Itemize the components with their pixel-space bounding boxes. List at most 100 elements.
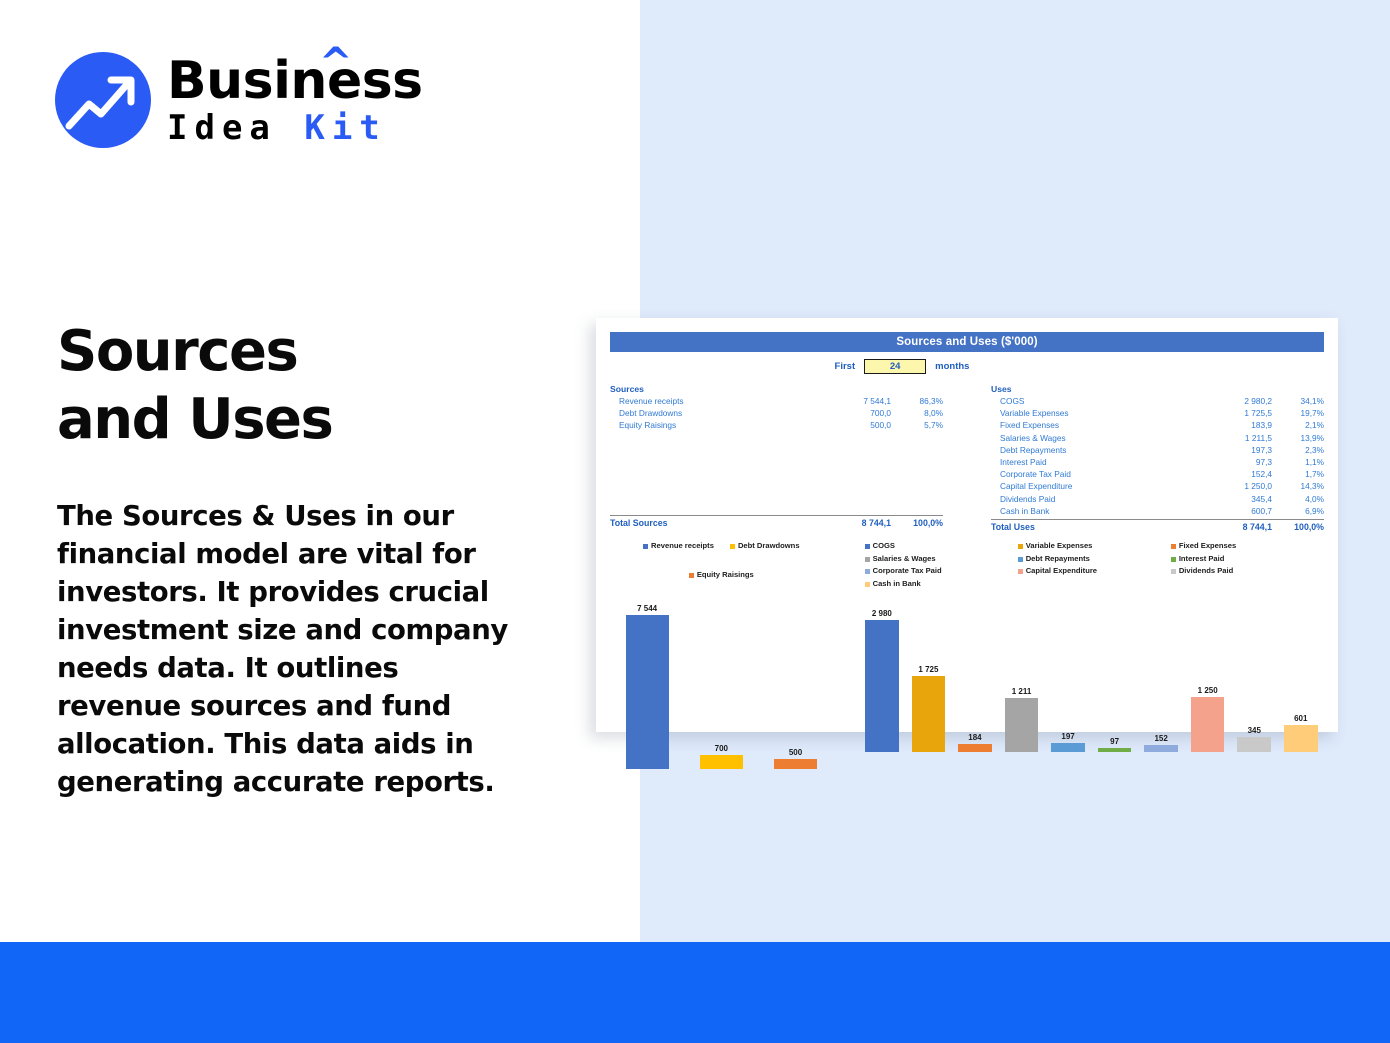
total-percent: 100,0% bbox=[1294, 521, 1324, 532]
sources-chart-legend: Revenue receipts Debt Drawdowns Equity Rai… bbox=[610, 540, 833, 582]
row-percent: 5,7% bbox=[924, 420, 943, 431]
row-percent: 2,1% bbox=[1305, 420, 1324, 431]
growth-arrow-icon bbox=[55, 52, 151, 148]
uses-chart-plot: 2 980 1 725 184 1 211 197 97 152 1 250 345 601 bbox=[859, 597, 1324, 752]
brand-wordmark: Business ^ Idea Kit bbox=[167, 43, 423, 148]
bar-value-label: 2 980 bbox=[871, 609, 892, 619]
legend-item: Debt Repayments bbox=[1017, 553, 1171, 566]
row-percent: 34,1% bbox=[1300, 396, 1324, 406]
months-input[interactable]: 24 bbox=[864, 359, 927, 374]
bar-value-label: 197 bbox=[1061, 732, 1075, 742]
row-label: Debt Drawdowns bbox=[619, 408, 683, 419]
legend-item: Variable Expenses bbox=[1017, 540, 1171, 553]
legend-swatch-icon bbox=[864, 556, 870, 562]
bar-value-label: 97 bbox=[1110, 736, 1120, 746]
bar-value-label: 152 bbox=[1154, 734, 1168, 744]
row-value: 197,3 bbox=[1251, 444, 1272, 455]
legend-swatch-icon bbox=[1017, 569, 1023, 575]
row-percent: 13,9% bbox=[1300, 432, 1324, 443]
bar-value-label: 700 bbox=[714, 744, 728, 754]
bar-value-label: 601 bbox=[1294, 714, 1308, 724]
legend-label: Equity Raisings bbox=[696, 569, 754, 579]
sources-table: Sources Revenue receipts 7 544,1 86,3% D… bbox=[610, 384, 943, 532]
bar bbox=[1284, 725, 1318, 752]
legend-label: Capital Expenditure bbox=[1025, 566, 1098, 576]
legend-item: COGS bbox=[864, 540, 1018, 553]
legend-label: Variable Expenses bbox=[1025, 540, 1093, 550]
brand-logo: Business ^ Idea Kit bbox=[55, 43, 423, 148]
legend-item: Equity Raisings bbox=[688, 569, 754, 582]
charts-area: Revenue receipts Debt Drawdowns Equity Rai… bbox=[610, 540, 1324, 770]
total-percent: 100,0% bbox=[913, 518, 943, 528]
table-row: Corporate Tax Paid 152,4 1,7% bbox=[991, 468, 1324, 480]
legend-label: COGS bbox=[872, 540, 895, 550]
brand-name-secondary-dark: Idea bbox=[167, 108, 305, 148]
bar bbox=[911, 675, 946, 752]
sources-chart: Revenue receipts Debt Drawdowns Equity Rai… bbox=[610, 540, 833, 770]
legend-label: Salaries & Wages bbox=[872, 553, 936, 563]
row-value: 1 250,0 bbox=[1244, 481, 1272, 492]
bar bbox=[865, 620, 899, 752]
bar-group: 97 bbox=[1091, 597, 1138, 752]
legend-label: Debt Drawdowns bbox=[737, 540, 800, 550]
legend-item: Cash in Bank bbox=[864, 578, 1018, 591]
bar-group: 184 bbox=[952, 597, 999, 752]
bar bbox=[1190, 696, 1225, 752]
period-prefix-label: First bbox=[834, 361, 856, 372]
summary-tables: Sources Revenue receipts 7 544,1 86,3% D… bbox=[610, 384, 1324, 532]
legend-swatch-icon bbox=[729, 543, 735, 549]
bar bbox=[773, 759, 818, 770]
legend-item: Interest Paid bbox=[1170, 553, 1324, 566]
bar bbox=[1004, 698, 1039, 752]
table-row: COGS 2 980,2 34,1% bbox=[991, 395, 1324, 407]
row-percent: 2,3% bbox=[1305, 444, 1324, 455]
legend-item: Revenue receipts bbox=[643, 540, 714, 553]
legend-swatch-icon bbox=[1017, 543, 1023, 549]
bar-value-label: 1 725 bbox=[918, 664, 939, 674]
row-percent: 14,3% bbox=[1300, 481, 1324, 492]
period-selector-row: First 24 months bbox=[610, 359, 1324, 374]
legend-label: Revenue receipts bbox=[651, 540, 714, 550]
row-value: 97,3 bbox=[1255, 456, 1272, 467]
row-percent: 4,0% bbox=[1305, 493, 1324, 504]
row-label: Corporate Tax Paid bbox=[1000, 469, 1071, 480]
table-row: Fixed Expenses 183,9 2,1% bbox=[991, 419, 1324, 431]
bar bbox=[699, 755, 743, 770]
bar bbox=[1097, 747, 1132, 752]
brand-name-primary: Business ^ bbox=[167, 43, 423, 107]
legend-label: Interest Paid bbox=[1178, 553, 1225, 563]
sheet-title-bar: Sources and Uses ($'000) bbox=[610, 332, 1324, 352]
row-label: COGS bbox=[1000, 396, 1025, 406]
bar-group: 7 544 bbox=[610, 593, 684, 770]
bar-group: 345 bbox=[1231, 597, 1278, 752]
uses-table-header: Uses bbox=[991, 384, 1012, 394]
table-row: Interest Paid 97,3 1,1% bbox=[991, 456, 1324, 468]
uses-chart: COGS Variable Expenses Fixed Expenses Salar… bbox=[859, 540, 1324, 770]
row-label: Cash in Bank bbox=[1000, 505, 1050, 516]
row-percent: 86,3% bbox=[919, 396, 943, 406]
bar bbox=[958, 743, 992, 752]
legend-label: Dividends Paid bbox=[1178, 566, 1234, 576]
legend-swatch-icon bbox=[864, 543, 870, 549]
bar-group: 1 250 bbox=[1184, 597, 1231, 752]
brand-name-secondary-accent: Kit bbox=[304, 108, 387, 148]
bar-group: 152 bbox=[1138, 597, 1185, 752]
bar bbox=[1237, 736, 1271, 752]
bar bbox=[1144, 745, 1178, 752]
table-row: Capital Expenditure 1 250,0 14,3% bbox=[991, 480, 1324, 492]
sources-total-row: Total Sources 8 744,1 100,0% bbox=[610, 515, 943, 528]
row-label: Revenue receipts bbox=[619, 396, 684, 406]
bar-value-label: 7 544 bbox=[637, 603, 658, 613]
sources-chart-plot: 7 544 700 500 bbox=[610, 593, 833, 770]
bar-group: 197 bbox=[1045, 597, 1092, 752]
legend-item: Capital Expenditure bbox=[1017, 565, 1171, 578]
legend-item: Dividends Paid bbox=[1170, 565, 1324, 578]
bar-group: 601 bbox=[1278, 597, 1325, 752]
bar-group: 1 725 bbox=[905, 597, 952, 752]
bar bbox=[1051, 743, 1085, 752]
legend-swatch-icon bbox=[864, 582, 870, 587]
bar-group: 700 bbox=[684, 593, 758, 770]
spreadsheet-card: Sources and Uses ($'000) First 24 months… bbox=[596, 318, 1338, 770]
row-value: 500,0 bbox=[870, 420, 891, 431]
